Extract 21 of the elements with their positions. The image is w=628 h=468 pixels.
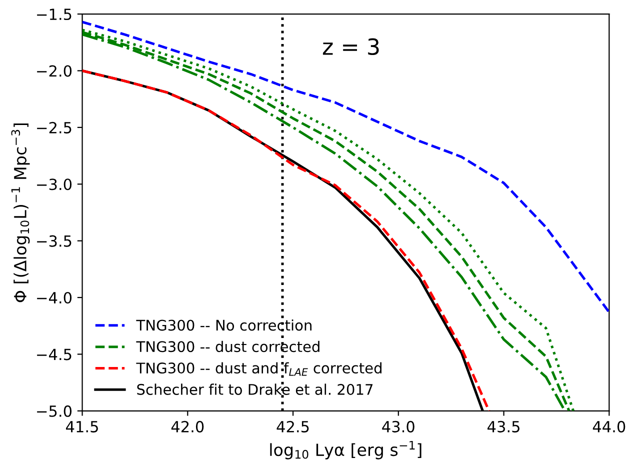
y-tick-label: −3.0 xyxy=(37,178,72,190)
x-axis-title: log$_{10}$ Lyα [erg s$^{−1}$] xyxy=(270,440,422,460)
y-tick-label: −3.5 xyxy=(37,235,72,247)
y-tick-label: −5.0 xyxy=(37,405,72,417)
annotation: z = 3 xyxy=(322,38,379,56)
x-tick-label: 42.5 xyxy=(276,420,309,432)
x-tick-label: 43.5 xyxy=(488,420,520,432)
legend-label: TNG300 -- No correction xyxy=(136,319,312,331)
legend-label: TNG300 -- dust and f$_{LAE}$ corrected xyxy=(136,362,382,376)
y-tick-label: −1.5 xyxy=(37,8,72,20)
legend-label: TNG300 -- dust corrected xyxy=(136,340,320,352)
x-tick-label: 41.5 xyxy=(66,421,98,432)
y-tick-label: −2.0 xyxy=(37,65,72,77)
legend-label: Schecher fit to Drake et al. 2017 xyxy=(137,384,373,395)
x-tick-label: 43.0 xyxy=(382,420,414,432)
x-tick-label: 42.0 xyxy=(171,420,204,432)
y-tick-label: −2.5 xyxy=(37,122,72,134)
x-tick-label: 44.0 xyxy=(592,420,626,432)
y-tick-label: −4.5 xyxy=(37,348,72,360)
y-tick-label: −4.0 xyxy=(37,292,72,304)
y-axis-title: Φ [(Δlog$_{10}$L)$^{−1}$ Mpc$^{−3}$] xyxy=(11,123,30,302)
